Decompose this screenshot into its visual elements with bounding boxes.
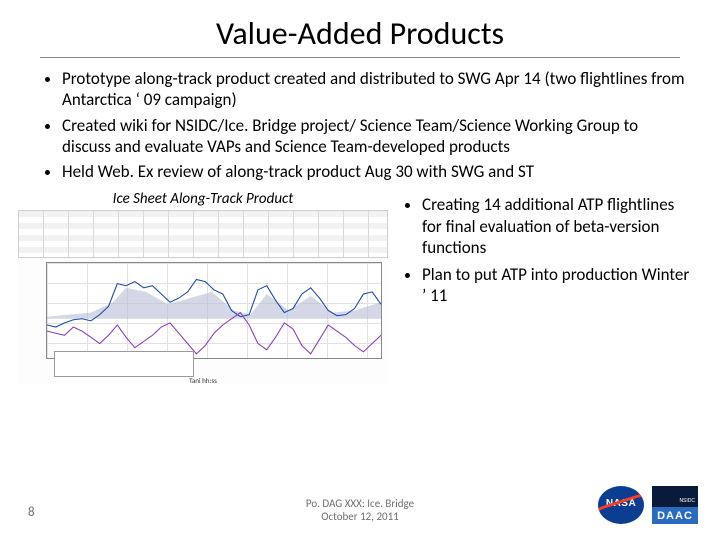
chart-svg — [47, 263, 381, 358]
series-fill — [47, 288, 381, 319]
figure-caption: Ice Sheet Along-Track Product — [18, 188, 388, 210]
nasa-logo-icon: NASA — [598, 486, 644, 524]
footer-line1: Po. DAG XXX: Ice. Bridge — [306, 497, 414, 510]
list-item: Held Web. Ex review of along-track produ… — [62, 161, 690, 182]
chart-area — [46, 262, 382, 359]
nasa-logo-text: NASA — [598, 498, 644, 509]
daac-small-text: NSIDC — [679, 498, 695, 504]
chart-legend — [54, 351, 194, 377]
list-item: Prototype along-track product created an… — [62, 68, 690, 111]
figure-panel: Ice Sheet Along-Track Product Tani hh:ss — [18, 188, 388, 385]
main-bullet-list: Prototype along-track product created an… — [40, 68, 690, 182]
slide-footer: 8 Po. DAG XXX: Ice. Bridge October 12, 2… — [0, 490, 720, 530]
spreadsheet-preview — [18, 210, 388, 258]
footer-line2: October 12, 2011 — [321, 510, 399, 523]
logo-group: NASA NSIDC DAAC — [598, 486, 698, 524]
x-axis-label: Tani hh:ss — [18, 376, 388, 385]
daac-big-text: DAAC — [652, 510, 698, 522]
list-item: Plan to put ATP into production Winter ’… — [422, 264, 696, 307]
page-title: Value-Added Products — [40, 0, 680, 58]
list-item: Creating 14 additional ATP flightlines f… — [422, 194, 696, 258]
right-bullet-list: Creating 14 additional ATP flightlines f… — [398, 188, 702, 385]
figure-graphic: Tani hh:ss — [18, 210, 388, 385]
list-item: Created wiki for NSIDC/Ice. Bridge proje… — [62, 115, 690, 158]
daac-logo-icon: NSIDC DAAC — [652, 486, 698, 524]
